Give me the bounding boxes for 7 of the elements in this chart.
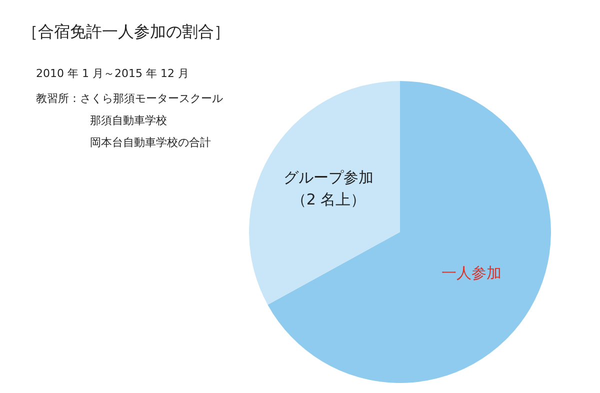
- text: 2010 年 1 月～2015 年 12 月: [36, 66, 189, 81]
- text: 岡本台自動車学校の合計: [89, 135, 212, 151]
- slice-label: 一人参加: [441, 264, 502, 282]
- chart-title: ［合宿免許一人参加の割合］: [22, 22, 230, 43]
- slice-label: グループ参加（2 名上）: [284, 168, 374, 209]
- text: 教習所：さくら那須モータースクール: [36, 91, 223, 107]
- text: 那須自動車学校: [89, 113, 168, 129]
